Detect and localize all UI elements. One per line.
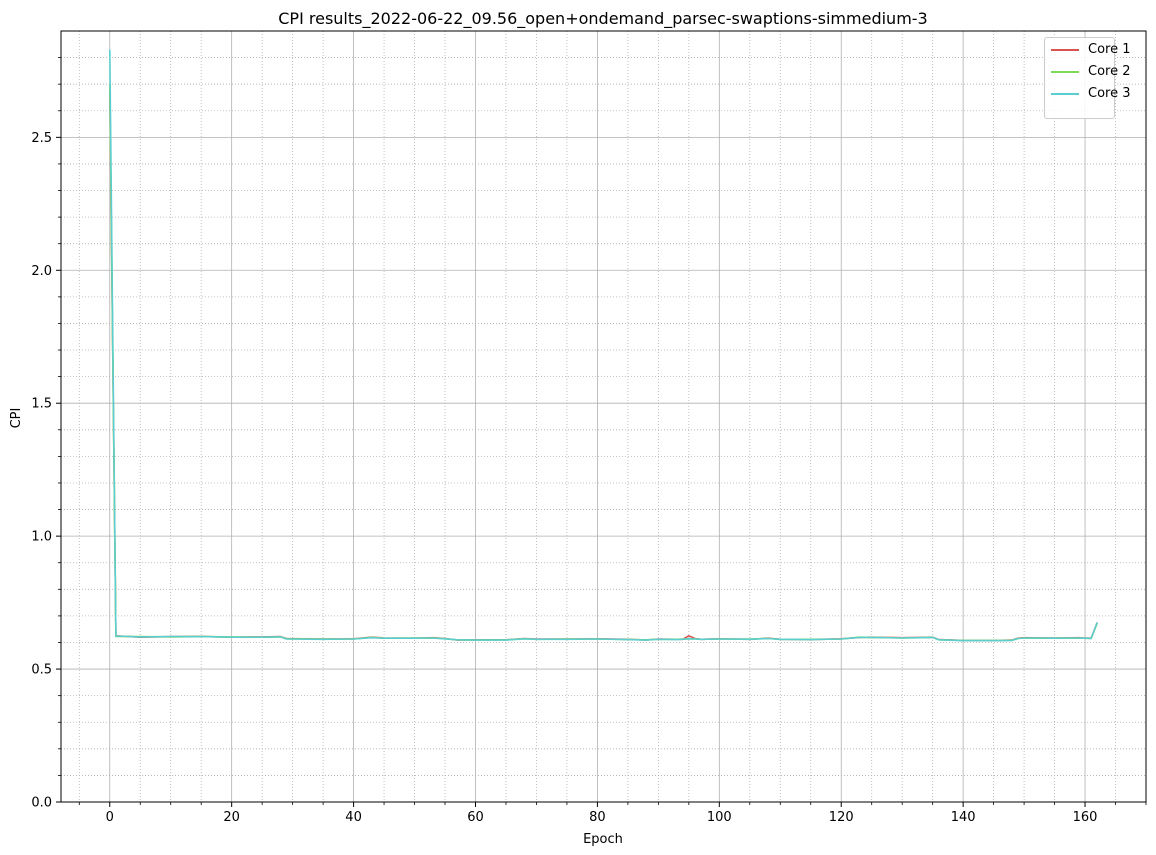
legend-item-core-3: Core 3 [1045, 84, 1131, 104]
x-tick-label: 80 [589, 810, 606, 825]
legend-label-core-3: Core 3 [1088, 86, 1131, 101]
legend-swatch-core-3 [1051, 93, 1079, 95]
x-tick-label: 60 [467, 810, 484, 825]
legend-label-core-1: Core 1 [1088, 42, 1131, 57]
y-tick-label: 0.5 [31, 663, 52, 678]
x-tick-label: 140 [951, 810, 976, 825]
series-line-core-3 [109, 49, 1098, 642]
x-tick-label: 0 [106, 810, 114, 825]
y-tick-label: 1.0 [31, 530, 52, 545]
y-tick-label: 1.5 [31, 397, 52, 412]
x-tick-label: 100 [707, 810, 732, 825]
legend: Core 1 Core 2 Core 3 [1044, 37, 1131, 119]
x-tick-label: 20 [223, 810, 240, 825]
x-tick-label: 40 [345, 810, 362, 825]
major-grid [61, 31, 1146, 802]
legend-swatch-core-2 [1051, 71, 1079, 73]
y-axis-ticks: 0.0 0.5 1.0 1.5 2.0 2.5 [31, 57, 61, 811]
legend-item-core-2: Core 2 [1045, 62, 1131, 82]
minor-grid [61, 31, 1147, 802]
legend-swatch-core-1 [1051, 49, 1079, 51]
y-tick-label: 0.0 [31, 796, 52, 811]
y-tick-label: 2.0 [31, 264, 52, 279]
legend-item-core-1: Core 1 [1045, 40, 1131, 60]
chart-title: CPI results_2022-06-22_09.56_open+ondema… [278, 9, 927, 29]
x-axis-ticks: 0 20 40 60 80 100 120 140 160 [78, 802, 1147, 825]
x-axis-label: Epoch [583, 832, 623, 847]
series-layer [109, 49, 1098, 642]
x-tick-label: 120 [829, 810, 854, 825]
y-tick-label: 2.5 [31, 131, 52, 146]
x-tick-label: 160 [1073, 810, 1098, 825]
y-axis-label: CPI [9, 408, 24, 429]
plot-frame [60, 30, 1147, 803]
legend-label-core-2: Core 2 [1088, 64, 1131, 79]
